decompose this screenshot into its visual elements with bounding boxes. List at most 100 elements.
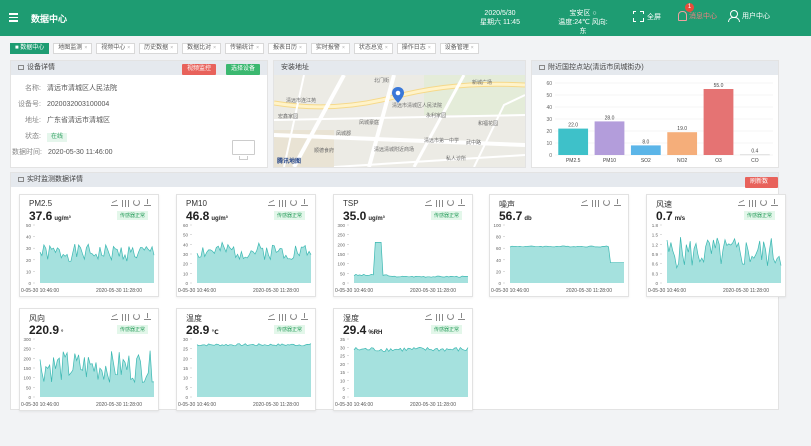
sensor-status-badge: 传感器正常 [743, 211, 775, 220]
download-icon[interactable] [144, 313, 151, 320]
tab-0[interactable]: ■ 数据中心 [10, 43, 50, 54]
y-tick-label: 150 [23, 366, 31, 371]
refresh-icon[interactable] [133, 313, 140, 320]
refresh-icon[interactable] [603, 199, 610, 206]
bar-so2[interactable] [630, 145, 661, 155]
y-tick-label: 20 [546, 129, 552, 135]
download-icon[interactable] [771, 199, 778, 206]
tab-5[interactable]: 传输统计 × [225, 43, 264, 54]
time-end-label: 2020-05-30 11:28:00 [565, 288, 612, 294]
trend-line [196, 241, 312, 261]
card-toolbar [738, 199, 778, 207]
device-name: 清远市清城区人民法院 [47, 85, 117, 92]
tab-close-icon[interactable]: × [84, 45, 88, 51]
tab-4[interactable]: 数据比对 × [182, 43, 222, 54]
line-chart-icon[interactable] [268, 313, 275, 320]
download-icon[interactable] [458, 199, 465, 206]
sensor-card-4: 风速 0.7 m/s 传感器正常 1.8 1.5 1.2 0.9 0.6 0.3 0 0-05-30 … [646, 194, 786, 297]
bar-chart-icon[interactable] [279, 314, 286, 321]
refresh-icon[interactable] [290, 313, 297, 320]
time-end-label: 2020-05-30 11:28:00 [252, 402, 299, 408]
fullscreen-icon [632, 10, 644, 22]
y-tick-label: 25 [340, 354, 346, 359]
sensor-value-number: 28.9 [186, 323, 210, 337]
tab-close-icon[interactable]: × [384, 45, 388, 51]
tab-close-icon[interactable]: × [213, 45, 217, 51]
line-chart-icon[interactable] [111, 199, 118, 206]
map-label: 新城广场 [472, 80, 493, 86]
line-chart-icon[interactable] [268, 199, 275, 206]
download-icon[interactable] [614, 199, 621, 206]
refresh-icon[interactable] [760, 199, 767, 206]
date-text: 2020/5/30 [484, 10, 516, 17]
y-tick-label: 20 [183, 356, 189, 361]
tab-close-icon[interactable]: × [341, 45, 345, 51]
x-category-label: PM2.5 [566, 158, 581, 164]
download-icon[interactable] [144, 199, 151, 206]
tab-9[interactable]: 操作日志 × [396, 43, 436, 54]
refresh-icon[interactable] [290, 199, 297, 206]
tab-1[interactable]: 地图监测 × [53, 43, 93, 54]
line-chart-icon[interactable] [111, 313, 118, 320]
sensor-trend-chart: 1.8 1.5 1.2 0.9 0.6 0.3 0 [652, 223, 782, 286]
sensor-value: 56.7 db [499, 209, 532, 223]
nearby-station-bar-chart: 0 10 20 30 40 50 60 22.0 PM2.5 28.0 PM10 8.0 SO2 19.0… [546, 81, 773, 164]
tab-close-icon[interactable]: × [470, 45, 474, 51]
datetime: 2020/5/30 星期六 11:45 [470, 9, 530, 27]
bar-pm10[interactable] [594, 121, 625, 155]
download-icon[interactable] [301, 313, 308, 320]
card-toolbar [268, 313, 308, 321]
tab-close-icon[interactable]: × [127, 45, 131, 51]
select-device-button[interactable]: 选择设备 [226, 64, 261, 75]
x-category-label: PM10 [603, 158, 616, 164]
tab-10[interactable]: 设备管理 × [439, 43, 479, 54]
bar-chart-icon[interactable] [592, 200, 599, 207]
sensor-value-number: 37.6 [29, 209, 53, 223]
download-icon[interactable] [301, 199, 308, 206]
bar-o3[interactable] [703, 89, 734, 155]
tab-close-icon[interactable]: × [170, 45, 174, 51]
y-tick-label: 60 [546, 81, 552, 87]
messages-button[interactable]: 消息中心 [678, 11, 717, 21]
time-end-label: 2020-05-30 11:28:00 [252, 288, 299, 294]
monitor-icon [232, 140, 255, 155]
y-tick-label: 1.5 [652, 233, 659, 238]
bar-chart-icon[interactable] [122, 314, 129, 321]
location-pin-icon[interactable] [392, 87, 404, 103]
fullscreen-button[interactable]: 全屏 [632, 10, 661, 22]
refresh-icon[interactable] [447, 313, 454, 320]
line-chart-icon[interactable] [425, 199, 432, 206]
tab-7[interactable]: 实时报警 × [310, 43, 350, 54]
bar-chart-icon[interactable] [749, 200, 756, 207]
trend-line [353, 346, 469, 353]
y-tick-label: 200 [337, 242, 345, 247]
bar-chart-icon[interactable] [436, 200, 443, 207]
tab-close-icon[interactable]: × [427, 45, 431, 51]
refresh-icon[interactable] [447, 199, 454, 206]
tab-close-icon[interactable]: × [299, 45, 302, 51]
tab-2[interactable]: 视频中心 × [96, 43, 136, 54]
top-header: 数据中心 2020/5/30 星期六 11:45 宝安区 ○ 温度:24℃ 风向… [0, 0, 811, 36]
location-map[interactable]: 北门街 清远市清城区人民法院 永利家园 新城广场 清远市连江苑 凤城豪庭 清远市第一中学 清远… [274, 75, 525, 167]
bar-chart-icon[interactable] [436, 314, 443, 321]
download-icon[interactable] [458, 313, 465, 320]
line-chart-icon[interactable] [425, 313, 432, 320]
video-monitor-button[interactable]: 视频监控 [182, 64, 217, 75]
refresh-data-button[interactable]: 刷新数据 [745, 177, 778, 196]
tab-close-icon[interactable]: × [256, 45, 259, 51]
menu-icon[interactable] [9, 13, 18, 22]
bar-pm25[interactable] [558, 128, 589, 155]
bar-chart-icon[interactable] [279, 200, 286, 207]
refresh-icon[interactable] [133, 199, 140, 206]
tab-8[interactable]: 状态总览 × [353, 43, 393, 54]
bar-chart-icon[interactable] [122, 200, 129, 207]
map-label: 清远市连江苑 [286, 98, 317, 104]
user-center-button[interactable]: 用户中心 [728, 10, 770, 22]
bar-co[interactable] [739, 154, 770, 156]
bar-no2[interactable] [667, 132, 698, 155]
line-chart-icon[interactable] [581, 199, 588, 206]
line-chart-icon[interactable] [738, 199, 745, 206]
tab-6[interactable]: 报表日历 × [267, 43, 307, 54]
compare-chart-icon [539, 65, 545, 70]
tab-3[interactable]: 历史数据 × [139, 43, 179, 54]
